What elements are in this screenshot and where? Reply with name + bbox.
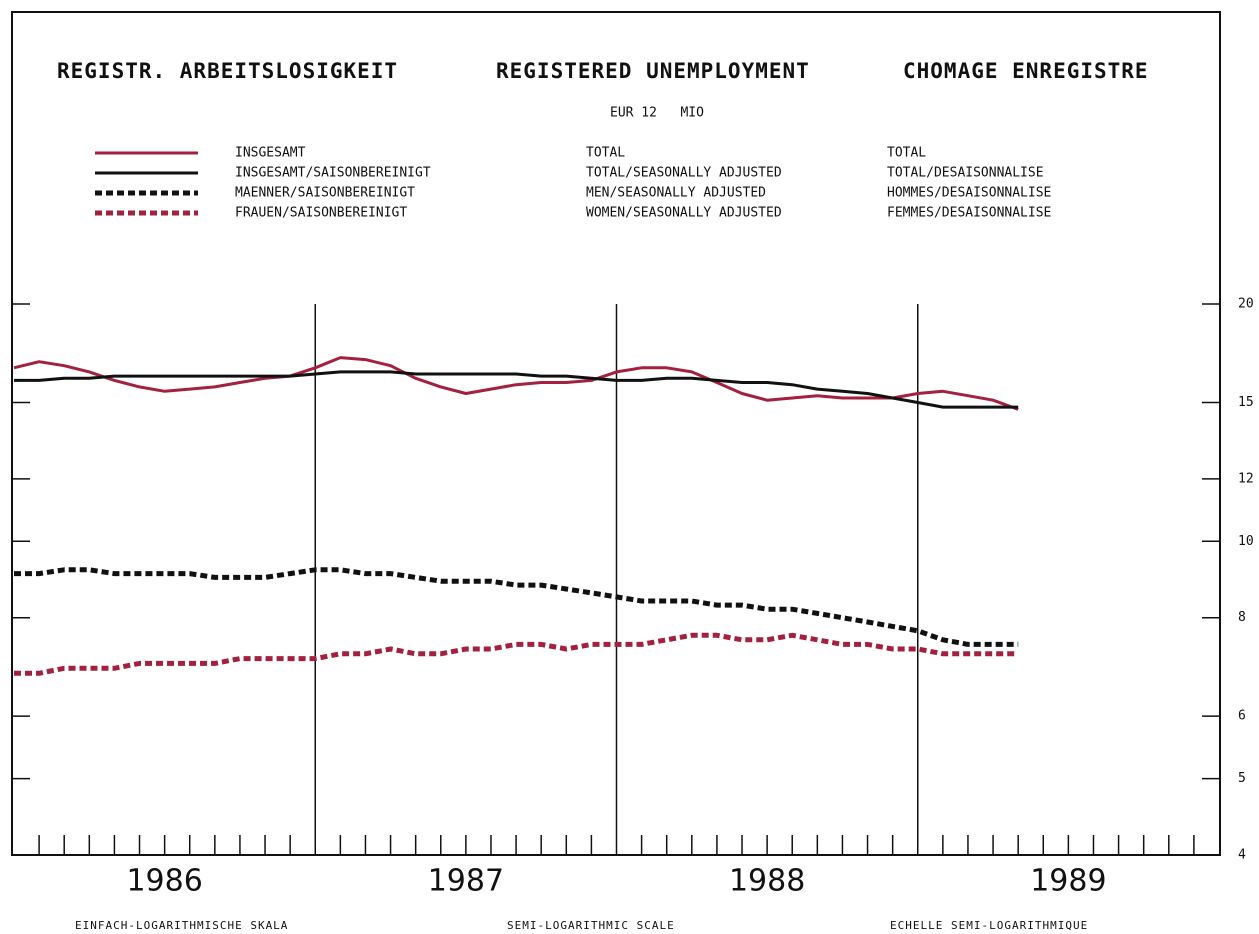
- y-tick-label: 12: [1238, 471, 1254, 486]
- chart-title: REGISTR. ARBEITSLOSIGKEIT: [57, 59, 398, 83]
- series-line: [14, 370, 1019, 409]
- chart-title-en: REGISTERED UNEMPLOYMENT: [496, 59, 810, 83]
- series-line: [13, 356, 1019, 411]
- y-tick-label: 6: [1238, 709, 1246, 724]
- legend-label-en: MEN/SEASONALLY ADJUSTED: [586, 186, 766, 201]
- legend-label-fr: FEMMES/DESAISONNALISE: [887, 206, 1051, 221]
- x-tick-label: 1989: [1030, 864, 1106, 899]
- x-tick-label: 1987: [428, 864, 504, 899]
- legend-label-fr: HOMMES/DESAISONNALISE: [887, 186, 1051, 201]
- y-tick-label: 10: [1238, 534, 1254, 549]
- footer: EINFACH-LOGARITHMISCHE SKALA: [75, 919, 288, 932]
- series-line: [14, 632, 1019, 676]
- legend-label: INSGESAMT/SAISONBEREINIGT: [235, 166, 431, 181]
- y-tick-label: 5: [1238, 771, 1246, 786]
- subtitle: EUR 12 MIO: [610, 106, 704, 121]
- footer-en: SEMI-LOGARITHMIC SCALE: [507, 919, 675, 932]
- legend-label: MAENNER/SAISONBEREINIGT: [235, 186, 415, 201]
- legend-label-en: TOTAL/SEASONALLY ADJUSTED: [586, 166, 782, 181]
- legend-label: FRAUEN/SAISONBEREINIGT: [235, 206, 407, 221]
- y-tick-label: 4: [1238, 848, 1246, 863]
- x-tick-label: 1988: [729, 864, 805, 899]
- legend-label-fr: TOTAL/DESAISONNALISE: [887, 166, 1044, 181]
- footer-fr: ECHELLE SEMI-LOGARITHMIQUE: [890, 919, 1088, 932]
- y-tick-label: 15: [1238, 395, 1254, 410]
- y-tick-label: 20: [1238, 297, 1254, 312]
- legend-label-en: TOTAL: [586, 146, 625, 161]
- series-line: [14, 567, 1019, 647]
- legend-label-fr: TOTAL: [887, 146, 926, 161]
- legend-label: INSGESAMT: [235, 146, 306, 161]
- chart-title-fr: CHOMAGE ENREGISTRE: [903, 59, 1149, 83]
- y-tick-label: 8: [1238, 610, 1246, 625]
- x-tick-label: 1986: [126, 864, 202, 899]
- legend-label-en: WOMEN/SEASONALLY ADJUSTED: [586, 206, 782, 221]
